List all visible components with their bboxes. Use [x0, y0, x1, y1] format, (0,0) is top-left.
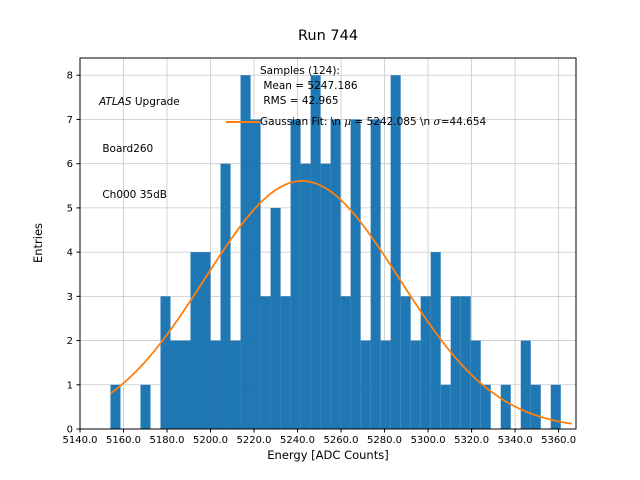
mu-symbol: μ	[344, 116, 352, 128]
histogram-bar	[230, 340, 241, 429]
histogram-bar	[270, 207, 281, 429]
legend-samples-title: Samples (124):	[226, 64, 486, 79]
y-tick-label: 8	[67, 71, 73, 82]
histogram-bar	[190, 252, 201, 429]
histogram-bar	[160, 296, 171, 429]
y-tick-label: 1	[67, 380, 73, 391]
histogram-bar	[180, 340, 191, 429]
legend-rms-text: RMS = 42.965	[260, 95, 339, 107]
histogram-bar	[460, 296, 471, 429]
x-tick-label: 5140.0	[63, 435, 98, 446]
x-axis-label: Energy [ADC Counts]	[267, 448, 389, 462]
histogram-bar	[340, 296, 351, 429]
legend-mean-text: Mean = 5247.186	[260, 80, 358, 92]
histogram-bar	[280, 296, 291, 429]
histogram-bar	[400, 296, 411, 429]
annotation-line-3: Ch000 35dB	[99, 189, 167, 201]
histogram-bar	[470, 340, 481, 429]
histogram-bar	[360, 340, 371, 429]
x-tick-label: 5240.0	[280, 435, 315, 446]
y-tick-label: 5	[67, 203, 73, 214]
annotation-atlas: ATLAS	[99, 96, 132, 108]
x-tick-label: 5360.0	[541, 435, 576, 446]
histogram-bar	[140, 384, 151, 429]
x-tick-label: 5320.0	[454, 435, 489, 446]
gaussian-fit-curve	[109, 180, 572, 425]
x-tick-label: 5340.0	[498, 435, 533, 446]
legend-rms-line: RMS = 42.965	[226, 94, 486, 109]
histogram-bar	[520, 340, 531, 429]
histogram-bar	[300, 163, 311, 429]
y-tick-label: 2	[67, 336, 73, 347]
histogram-bar	[550, 384, 561, 429]
legend-blank-handle	[226, 71, 260, 72]
x-tick-label: 5220.0	[237, 435, 272, 446]
histogram-bar	[440, 384, 451, 429]
histogram-bar	[200, 252, 211, 429]
histogram-bar	[530, 384, 541, 429]
y-tick-label: 7	[67, 115, 73, 126]
histogram-bar	[250, 119, 261, 430]
histogram-bar	[450, 296, 461, 429]
histogram-bar	[430, 252, 441, 429]
annotation-line-2: Board260	[99, 142, 154, 155]
annotation-upgrade: Upgrade	[131, 96, 180, 108]
histogram-bar	[170, 340, 181, 429]
histogram-bar	[240, 75, 251, 429]
histogram-bar	[290, 119, 301, 430]
x-tick-label: 5300.0	[411, 435, 446, 446]
histogram-bar	[390, 75, 401, 429]
legend-fit-entry: Gaussian Fit: \n μ = 5242.085 \n σ=44.65…	[226, 115, 486, 130]
histogram-bar	[480, 384, 491, 429]
chart-title: Run 744	[297, 28, 359, 44]
legend-fit-text: Gaussian Fit: \n μ = 5242.085 \n σ=44.65…	[260, 116, 487, 128]
histogram-bar	[350, 119, 361, 430]
legend: Samples (124): Mean = 5247.186 RMS = 42.…	[226, 64, 486, 130]
x-tick-label: 5260.0	[324, 435, 359, 446]
x-tick-label: 5160.0	[106, 435, 141, 446]
histogram-bar	[220, 163, 231, 429]
histogram-bar	[410, 340, 421, 429]
histogram-bar	[210, 340, 221, 429]
y-tick-label: 0	[67, 425, 73, 436]
x-tick-label: 5180.0	[150, 435, 185, 446]
annotation: ATLAS Upgrade Board260 Ch000 35dB	[99, 64, 180, 235]
legend-mean-line: Mean = 5247.186	[226, 79, 486, 94]
legend-samples-text: Samples (124):	[260, 65, 340, 77]
y-axis-label: Entries	[31, 222, 45, 264]
histogram-bar	[380, 340, 391, 429]
x-tick-label: 5200.0	[193, 435, 228, 446]
histogram-bar	[330, 119, 341, 430]
axes-frame	[79, 57, 577, 430]
y-tick-label: 4	[67, 248, 73, 259]
histogram-bar	[420, 296, 431, 429]
histogram-bar	[500, 384, 511, 429]
sigma-symbol: σ	[433, 116, 441, 128]
histogram-bar	[110, 384, 121, 429]
legend-fit-line-swatch	[226, 121, 260, 124]
y-tick-label: 3	[67, 292, 73, 303]
x-tick-label: 5280.0	[367, 435, 402, 446]
annotation-line-1: ATLAS Upgrade	[99, 95, 180, 111]
y-tick-label: 6	[67, 159, 73, 170]
histogram-bar	[260, 296, 271, 429]
histogram-bar	[320, 163, 331, 429]
histogram-bar	[310, 75, 321, 429]
histogram-bar	[370, 119, 381, 430]
